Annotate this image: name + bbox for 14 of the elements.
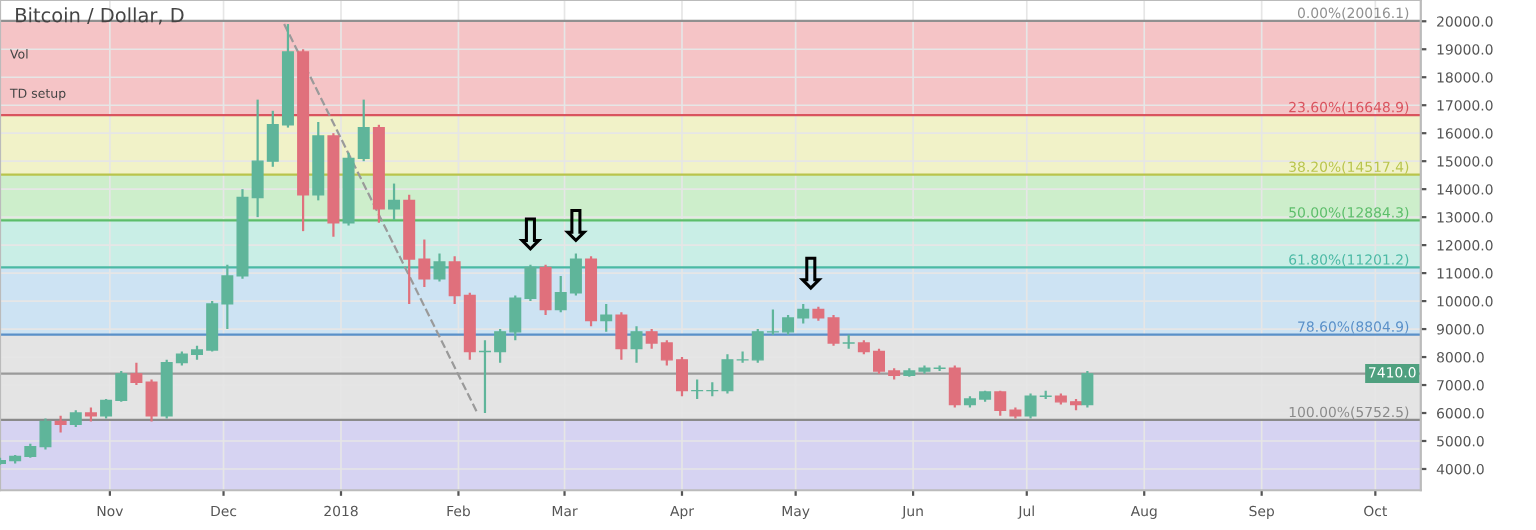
candlestick: [1081, 369, 1094, 409]
candlestick: [145, 378, 158, 423]
annotation: ⇩: [564, 209, 588, 243]
candlestick: [433, 252, 446, 283]
candlestick: [630, 325, 643, 364]
annotation: ⇩: [518, 217, 543, 251]
candlestick: [539, 263, 552, 317]
candlestick: [827, 313, 840, 347]
candlestick: [130, 361, 143, 387]
candlestick: [600, 302, 613, 333]
annotation: ⇩: [798, 256, 823, 291]
candlestick: [948, 364, 961, 409]
candlestick: [388, 182, 401, 222]
candlestick: [615, 311, 628, 361]
